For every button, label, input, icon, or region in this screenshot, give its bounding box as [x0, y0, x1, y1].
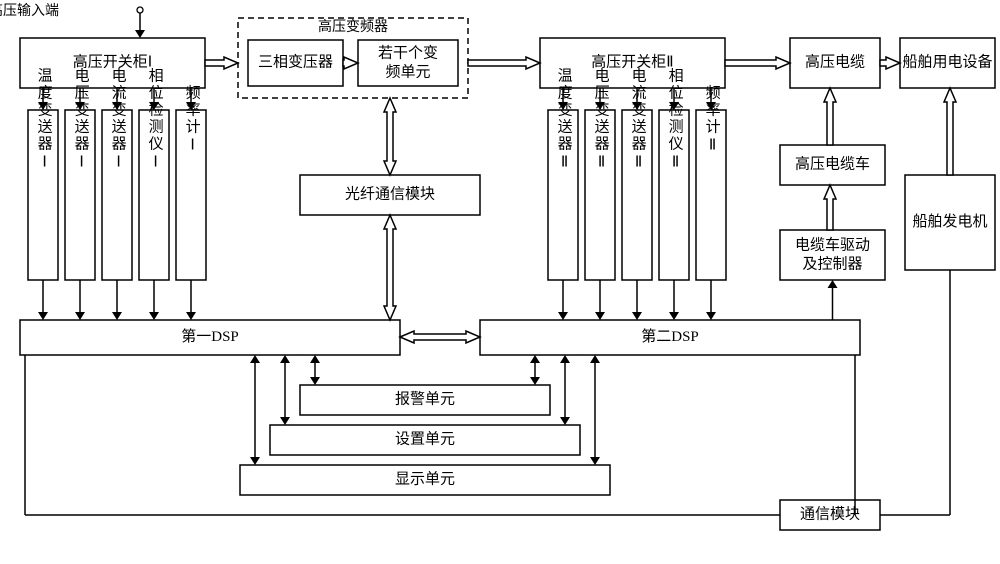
- svg-text:第一DSP: 第一DSP: [181, 327, 239, 345]
- svg-text:光纤通信模块: 光纤通信模块: [345, 185, 435, 202]
- svg-text:电流变送器Ⅰ: 电流变送器Ⅰ: [110, 68, 127, 173]
- svg-text:相位检测仪Ⅱ: 相位检测仪Ⅱ: [667, 68, 684, 173]
- svg-text:报警单元: 报警单元: [395, 390, 455, 407]
- svg-text:频单元: 频单元: [385, 63, 430, 80]
- svg-text:通信模块: 通信模块: [800, 505, 860, 522]
- svg-text:第二DSP: 第二DSP: [641, 327, 699, 345]
- svg-text:船舶用电设备: 船舶用电设备: [902, 53, 992, 70]
- svg-text:频率计Ⅱ: 频率计Ⅱ: [704, 85, 721, 156]
- svg-text:电压变送器Ⅱ: 电压变送器Ⅱ: [593, 68, 610, 173]
- svg-text:若干个变: 若干个变: [378, 44, 438, 61]
- svg-text:船舶发电机: 船舶发电机: [912, 213, 987, 230]
- svg-text:三相变压器: 三相变压器: [258, 53, 333, 70]
- svg-text:温度变送器Ⅰ: 温度变送器Ⅰ: [36, 68, 53, 173]
- svg-text:相位检测仪Ⅰ: 相位检测仪Ⅰ: [147, 68, 164, 173]
- svg-text:温度变送器Ⅱ: 温度变送器Ⅱ: [556, 68, 573, 173]
- svg-text:频率计Ⅰ: 频率计Ⅰ: [184, 85, 201, 156]
- svg-text:高压变频器: 高压变频器: [318, 18, 388, 35]
- svg-text:电缆车驱动: 电缆车驱动: [795, 236, 870, 253]
- svg-text:显示单元: 显示单元: [395, 470, 455, 487]
- svg-text:电流变送器Ⅱ: 电流变送器Ⅱ: [630, 68, 647, 173]
- svg-text:高压电缆车: 高压电缆车: [795, 155, 870, 172]
- svg-text:及控制器: 及控制器: [802, 255, 862, 272]
- svg-text:高压电缆: 高压电缆: [805, 53, 865, 70]
- svg-text:设置单元: 设置单元: [395, 430, 455, 447]
- svg-text:电压变送器Ⅰ: 电压变送器Ⅰ: [73, 68, 90, 173]
- svg-text:三相高压输入端: 三相高压输入端: [0, 2, 59, 19]
